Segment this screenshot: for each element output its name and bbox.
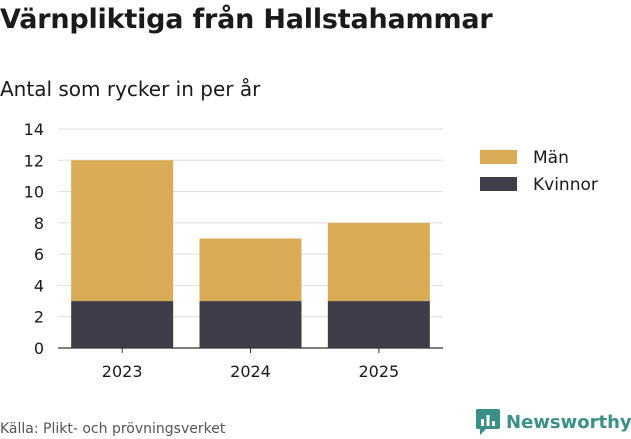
chart-subtitle: Antal som rycker in per år — [0, 77, 261, 101]
newsworthy-logo: Newsworthy — [476, 409, 631, 435]
y-tick-label: 0 — [34, 339, 44, 358]
y-tick-label: 8 — [34, 214, 44, 233]
legend-label-kvinnor: Kvinnor — [533, 175, 598, 195]
x-tick-label: 2024 — [230, 362, 271, 381]
source-note: Källa: Plikt- och prövningsverket — [0, 421, 226, 437]
chart-title: Värnpliktiga från Hallstahammar — [0, 4, 493, 35]
y-tick-label: 6 — [34, 245, 44, 264]
stacked-bar-chart: 0 2 4 6 8 10 12 14 2023 2024 2025 Män Kvinnor — [24, 120, 598, 381]
bar-kvinnor-2024 — [199, 301, 302, 348]
y-tick-label: 14 — [24, 120, 44, 139]
bar-kvinnor-2023 — [71, 301, 174, 348]
bar-kvinnor-2025 — [327, 301, 430, 348]
x-tick-label: 2023 — [102, 362, 143, 381]
legend-swatch-kvinnor — [480, 177, 517, 191]
x-tick-label: 2025 — [358, 362, 399, 381]
bar-män-2024 — [199, 238, 302, 302]
y-tick-label: 12 — [24, 151, 44, 170]
brand-name: Newsworthy — [506, 411, 631, 433]
y-tick-label: 10 — [24, 183, 44, 202]
legend-swatch-män — [480, 150, 517, 164]
bar-män-2023 — [71, 160, 174, 302]
bar-chart-logo-icon — [476, 409, 500, 435]
bar-män-2025 — [327, 222, 430, 302]
legend-label-män: Män — [533, 148, 569, 168]
y-tick-label: 2 — [34, 308, 44, 327]
y-tick-label: 4 — [34, 276, 44, 295]
